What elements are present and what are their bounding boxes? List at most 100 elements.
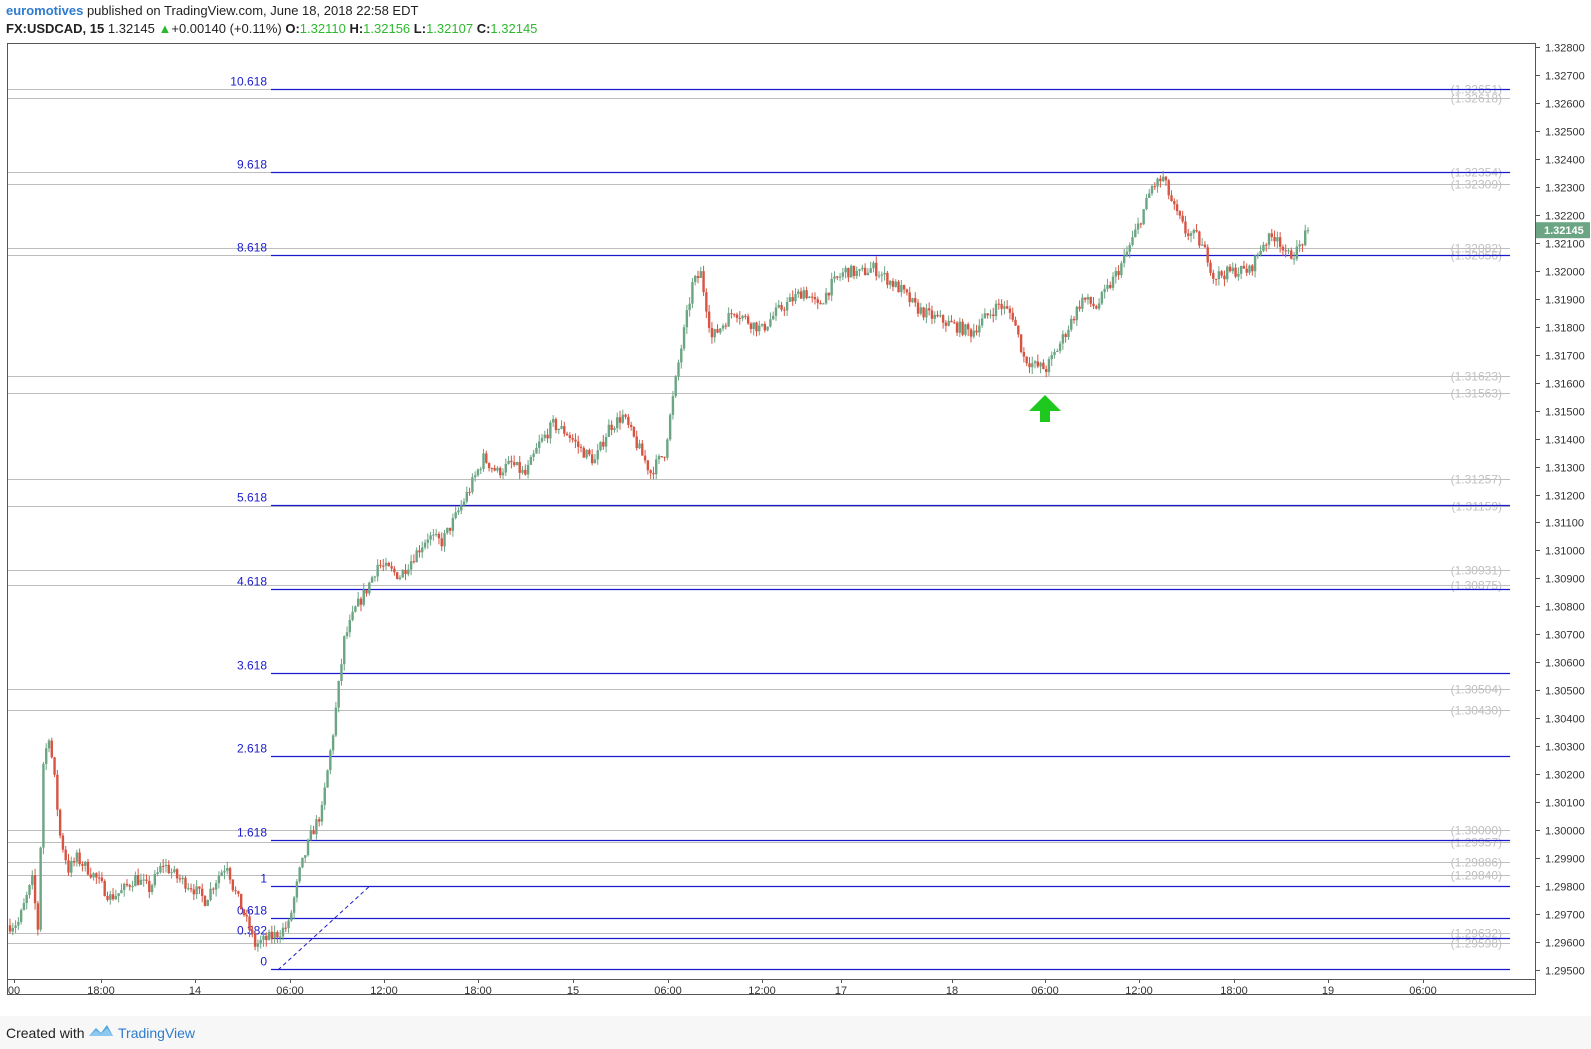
candle-down bbox=[746, 316, 750, 324]
candle-up bbox=[501, 472, 505, 476]
candle-down bbox=[485, 453, 488, 463]
candle-up bbox=[1111, 276, 1115, 288]
candle-down bbox=[707, 311, 711, 328]
candle-down bbox=[404, 569, 407, 575]
low-label: L: bbox=[413, 21, 427, 36]
candle-down bbox=[819, 302, 822, 305]
candle-up bbox=[301, 857, 304, 868]
candle-down bbox=[1284, 250, 1287, 252]
candle-up bbox=[31, 875, 34, 886]
price-tick-label: 1.32800 bbox=[1545, 43, 1585, 55]
fib-level-label: 8.618 bbox=[237, 241, 267, 255]
candle-up bbox=[521, 469, 524, 473]
candle-up bbox=[156, 872, 159, 874]
candle-down bbox=[610, 424, 613, 431]
candle-down bbox=[1212, 272, 1215, 279]
candle-down bbox=[100, 877, 104, 881]
time-tick-label: 18 bbox=[946, 985, 958, 997]
footer-bar: Created with TradingView bbox=[0, 1016, 1591, 1049]
candle-down bbox=[886, 272, 889, 285]
candle-up bbox=[460, 505, 463, 511]
plot-area[interactable] bbox=[7, 43, 1536, 995]
published-text: published on TradingView.com, June 18, 2… bbox=[86, 3, 419, 18]
candle-up bbox=[1150, 186, 1154, 194]
candle-up bbox=[1267, 233, 1271, 245]
candle-up bbox=[894, 281, 897, 287]
candle-down bbox=[518, 461, 521, 473]
candle-down bbox=[228, 868, 232, 880]
candle-up bbox=[309, 830, 313, 840]
candle-down bbox=[1228, 266, 1232, 272]
price-tick-label: 1.32400 bbox=[1545, 155, 1585, 167]
candle-up bbox=[434, 533, 438, 535]
horizontal-level-label: (1.30504) bbox=[1451, 683, 1502, 697]
candle-up bbox=[529, 456, 533, 465]
candle-down bbox=[1187, 233, 1190, 236]
candle-up bbox=[25, 894, 28, 904]
candle-up bbox=[838, 276, 842, 278]
price-tick-label: 1.32300 bbox=[1545, 183, 1585, 195]
candle-up bbox=[42, 763, 45, 848]
candle-up bbox=[560, 426, 563, 429]
candle-down bbox=[1005, 306, 1009, 309]
candle-up bbox=[752, 322, 755, 329]
candle-down bbox=[390, 566, 393, 569]
candle-down bbox=[276, 932, 279, 938]
candle-down bbox=[705, 292, 708, 312]
candle-up bbox=[607, 424, 611, 437]
candle-down bbox=[359, 598, 363, 605]
candle-up bbox=[123, 883, 126, 890]
candle-up bbox=[451, 517, 455, 531]
price-chart[interactable]: (1.32651)(1.32618)(1.32354)(1.32309)(1.3… bbox=[0, 0, 1591, 1016]
candle-down bbox=[387, 562, 391, 567]
candle-up bbox=[150, 885, 154, 893]
candle-up bbox=[1276, 237, 1279, 242]
fib-extension[interactable]: 10.618 9.618 8.618 5.618 4.618 3.618 2.618 1.61… bbox=[230, 75, 1510, 971]
candle-up bbox=[543, 434, 546, 438]
candles bbox=[8, 170, 1310, 952]
candle-up bbox=[939, 315, 942, 317]
candle-up bbox=[326, 770, 329, 788]
candle-up bbox=[888, 280, 892, 285]
candle-up bbox=[638, 443, 641, 449]
candle-down bbox=[875, 262, 878, 277]
candle-down bbox=[437, 533, 441, 539]
candle-down bbox=[749, 323, 753, 329]
candle-down bbox=[1019, 334, 1023, 353]
candle-up bbox=[287, 920, 290, 929]
price-tick-label: 1.31800 bbox=[1545, 323, 1585, 335]
candle-down bbox=[716, 329, 719, 333]
tradingview-logo-icon[interactable] bbox=[88, 1022, 114, 1040]
candle-down bbox=[284, 927, 287, 929]
candle-up bbox=[925, 308, 928, 318]
candle-up bbox=[1100, 292, 1104, 304]
candle-down bbox=[1164, 176, 1168, 181]
candle-down bbox=[50, 740, 53, 758]
candle-up bbox=[295, 881, 299, 898]
candle-down bbox=[103, 880, 106, 896]
candle-down bbox=[582, 447, 585, 458]
author-name[interactable]: euromotives bbox=[6, 3, 84, 18]
candle-down bbox=[1170, 195, 1173, 202]
time-axis[interactable]: 00 18:00 14 06:00 12:00 18:00 15 06:00 12:00 17 18… bbox=[7, 979, 1536, 997]
candle-up bbox=[861, 267, 864, 270]
candle-up bbox=[226, 868, 229, 871]
candle-up bbox=[766, 326, 769, 331]
candle-down bbox=[33, 875, 37, 904]
price-tick-label: 1.32500 bbox=[1545, 127, 1585, 139]
candle-down bbox=[629, 424, 633, 427]
price-axis[interactable]: 1.32800 1.32700 1.32600 1.32500 1.32400 1.323… bbox=[1535, 43, 1590, 978]
candle-up bbox=[142, 879, 145, 881]
time-tick-label: 06:00 bbox=[1031, 985, 1059, 997]
candle-up bbox=[685, 310, 689, 328]
candle-down bbox=[944, 322, 948, 326]
tradingview-link[interactable]: TradingView bbox=[118, 1025, 196, 1041]
candle-up bbox=[11, 927, 14, 932]
candle-down bbox=[251, 930, 254, 934]
price-tick-label: 1.32000 bbox=[1545, 267, 1585, 279]
candle-down bbox=[97, 877, 101, 879]
candle-up bbox=[688, 303, 691, 311]
time-tick-label: 18:00 bbox=[464, 985, 492, 997]
candle-down bbox=[702, 271, 705, 293]
candle-down bbox=[565, 433, 569, 436]
